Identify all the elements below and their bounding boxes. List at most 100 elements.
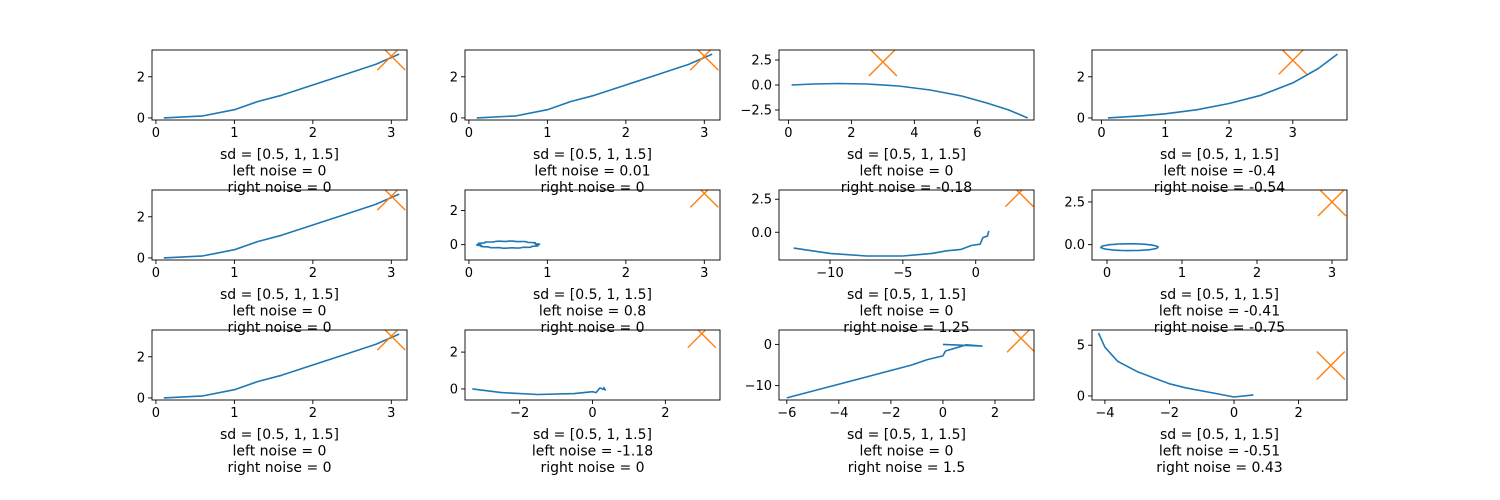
subplot-5: 0 1 2 3 0 2 sd = [0.5, 1, 1.5]left noise = 0ri… (137, 189, 408, 336)
axes-frame (1091, 49, 1348, 121)
subplot-9: 0 1 2 3 0 2 sd = [0.5, 1, 1.5]left noise = 0ri… (137, 329, 408, 476)
x-tick-label: 0 (152, 266, 160, 281)
x-tick-label: 1 (1161, 126, 1169, 141)
x-tick-label: 3 (387, 266, 395, 281)
target-marker (1278, 50, 1308, 75)
axes-frame (151, 49, 408, 121)
y-tick-label: −2.5 (740, 104, 772, 119)
subplot-caption-line: sd = [0.5, 1, 1.5] (533, 147, 652, 163)
subplot-caption-line: left noise = 0 (233, 444, 327, 460)
x-tick-label: 1 (230, 266, 238, 281)
subplot-caption-line: right noise = 1.25 (843, 320, 969, 336)
axes-frame (464, 49, 721, 121)
subplot-caption-line: right noise = -0.75 (1154, 320, 1285, 336)
subplot-caption-line: sd = [0.5, 1, 1.5] (533, 427, 652, 443)
subplot-caption-line: right noise = 0 (227, 320, 331, 336)
subplot-caption-line: left noise = 0 (233, 164, 327, 180)
series-line (793, 230, 990, 257)
subplot-caption-line: left noise = -0.41 (1159, 304, 1280, 320)
y-tick-label: 2.5 (1064, 195, 1085, 210)
series-line (1100, 243, 1159, 252)
x-tick-label: −4 (1095, 406, 1114, 421)
y-tick-label: 0 (764, 338, 772, 353)
target-marker (376, 330, 406, 351)
subplot-caption-line: left noise = 0 (860, 304, 954, 320)
x-tick-label: 0 (939, 406, 947, 421)
x-tick-label: 1 (230, 126, 238, 141)
subplot-caption-line: sd = [0.5, 1, 1.5] (1160, 147, 1279, 163)
target-marker (376, 50, 406, 71)
series-line (1107, 53, 1338, 119)
target-marker (1004, 190, 1034, 208)
subplot-4: 0 1 2 3 0 2 sd = [0.5, 1, 1.5]left noise = -0.… (1077, 49, 1348, 196)
subplot-caption-line: left noise = 0 (860, 444, 954, 460)
y-tick-label: 2 (1077, 70, 1085, 85)
x-tick-label: −2 (1160, 406, 1179, 421)
subplot-caption-line: left noise = 0.01 (534, 164, 650, 180)
x-tick-label: −2 (881, 406, 900, 421)
y-tick-label: 0.0 (751, 79, 772, 94)
target-marker (1316, 351, 1346, 381)
plot-area (1097, 332, 1346, 398)
series-line (472, 386, 607, 396)
y-tick-label: 0 (137, 251, 145, 266)
x-tick-label: 3 (1328, 266, 1336, 281)
subplot-8: 0 1 2 3 2.5 0.0 sd = [0.5, 1, 1.5]left noise =… (1064, 189, 1348, 336)
axes-frame (1091, 329, 1348, 401)
y-tick-label: 0 (450, 111, 458, 126)
subplot-6: 0 1 2 3 0 2 sd = [0.5, 1, 1.5]left noise = 0.8… (450, 189, 721, 336)
plot-area (1107, 50, 1338, 119)
x-tick-label: −2 (510, 406, 529, 421)
x-tick-label: 1 (230, 406, 238, 421)
subplot-caption-line: right noise = 1.5 (848, 460, 965, 476)
x-tick-label: 1 (543, 126, 551, 141)
y-tick-label: 2 (137, 350, 145, 365)
x-tick-label: 0 (152, 126, 160, 141)
series-line (163, 53, 400, 119)
subplot-caption-line: left noise = 0.8 (539, 304, 646, 320)
y-tick-label: 5 (1077, 339, 1085, 354)
x-tick-label: 6 (973, 126, 981, 141)
subplot-caption-line: sd = [0.5, 1, 1.5] (220, 427, 339, 443)
subplot-caption-line: sd = [0.5, 1, 1.5] (847, 147, 966, 163)
subplot-caption-line: right noise = 0 (540, 460, 644, 476)
y-tick-label: 0 (450, 382, 458, 397)
y-tick-label: 0 (137, 111, 145, 126)
plot-area (793, 190, 1034, 257)
plot-area (472, 330, 717, 396)
plot-area (163, 50, 406, 119)
x-tick-label: 1 (543, 266, 551, 281)
x-tick-label: 4 (910, 126, 918, 141)
x-tick-label: 3 (700, 266, 708, 281)
x-tick-label: 0 (1230, 406, 1238, 421)
target-marker (687, 330, 717, 349)
x-tick-label: 1 (1178, 266, 1186, 281)
x-tick-label: 0 (465, 126, 473, 141)
x-tick-label: 3 (1289, 126, 1297, 141)
x-tick-label: 0 (972, 266, 980, 281)
subplot-caption-line: right noise = 0.43 (1156, 460, 1282, 476)
x-tick-label: 2 (1253, 266, 1261, 281)
axes-frame (778, 189, 1035, 261)
subplot-caption-line: sd = [0.5, 1, 1.5] (1160, 287, 1279, 303)
subplot-10: −2 0 2 0 2 sd = [0.5, 1, 1.5]left noise = -1.… (450, 329, 721, 476)
subplot-caption-line: sd = [0.5, 1, 1.5] (220, 147, 339, 163)
target-marker (868, 50, 898, 77)
subplot-caption-line: left noise = 0 (860, 164, 954, 180)
x-tick-label: −4 (829, 406, 848, 421)
plot-area (475, 190, 719, 249)
target-marker (689, 50, 719, 71)
axes-frame (151, 329, 408, 401)
x-tick-label: 2 (991, 406, 999, 421)
plot-area (786, 330, 1034, 399)
series-line (163, 333, 400, 399)
x-tick-label: 3 (700, 126, 708, 141)
subplot-caption-line: sd = [0.5, 1, 1.5] (847, 287, 966, 303)
subplot-caption-line: right noise = 0 (227, 460, 331, 476)
x-tick-label: −6 (777, 406, 796, 421)
plot-area (791, 50, 1029, 119)
x-tick-label: 2 (1294, 406, 1302, 421)
x-tick-label: −5 (893, 266, 912, 281)
axes-frame (778, 329, 1035, 401)
target-marker (376, 190, 406, 211)
